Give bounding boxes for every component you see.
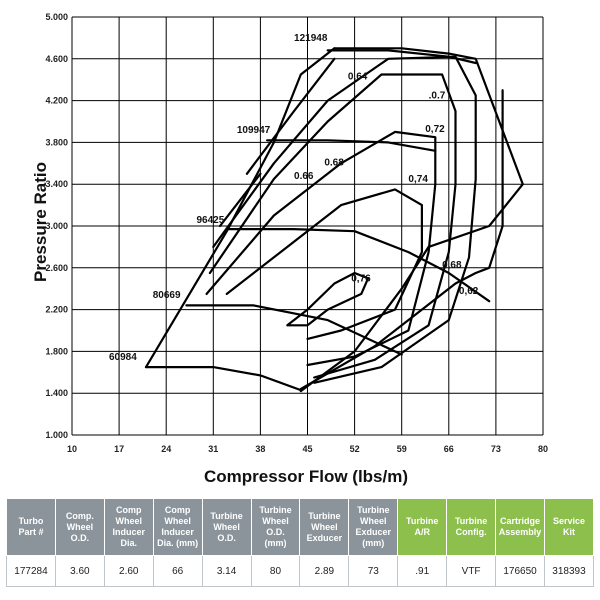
x-tick-label: 17 <box>114 444 124 454</box>
x-tick-label: 66 <box>444 444 454 454</box>
spec-table-header: Service Kit <box>543 498 595 556</box>
spec-table-cell: 66 <box>152 555 203 587</box>
efficiency-island-line <box>245 57 336 175</box>
efficiency-label: 0.66 <box>294 171 314 182</box>
spec-table-header: Turbine Wheel O.D. (mm) <box>250 498 301 556</box>
efficiency-label: 0,76 <box>351 273 371 284</box>
spec-table-header: Turbine Wheel Exducer <box>299 498 350 556</box>
y-tick-label: 1.800 <box>45 346 68 356</box>
spec-table-row: 177284 3.60 2.60 66 3.14 80 2.89 73.91 VTF 176650… <box>6 555 595 587</box>
spec-table-header: Comp. Wheel O.D. <box>54 498 105 556</box>
choke-line <box>299 47 524 393</box>
speed-line <box>185 304 403 356</box>
y-tick-label: 4.200 <box>45 96 68 106</box>
spec-table-cell: 176650 <box>495 555 545 587</box>
speed-line-label: 80669 <box>153 290 181 301</box>
spec-table-cell: 3.60 <box>54 555 105 587</box>
y-tick-label: 5.000 <box>45 12 68 22</box>
spec-table-header-row: Turbo Part # Comp. Wheel O.D. Comp Wheel Induce… <box>6 498 595 556</box>
spec-table-cell: VTF <box>446 555 497 587</box>
speed-line <box>144 366 302 392</box>
y-tick-label: 4.600 <box>45 54 68 64</box>
x-tick-label: 52 <box>350 444 360 454</box>
spec-table-header: Cartridge Assembly <box>495 498 545 556</box>
x-tick-label: 45 <box>302 444 312 454</box>
spec-table-header: Turbine Wheel O.D. <box>201 498 252 556</box>
y-tick-label: 1.400 <box>45 388 68 398</box>
efficiency-island-line <box>212 55 477 384</box>
spec-table-header: Turbine Wheel Exducer (mm) <box>348 498 399 556</box>
x-tick-label: 38 <box>255 444 265 454</box>
map-labels: 60984 80669 96425 109947 121948 0,64 .0.7 0,72 0… <box>109 33 479 363</box>
spec-table-cell: 177284 <box>6 555 56 587</box>
spec-table-header: Comp Wheel Inducer Dia. <box>103 498 154 556</box>
efficiency-island-line <box>299 89 504 391</box>
efficiency-label: 0,74 <box>408 174 428 185</box>
surge-line <box>144 47 336 369</box>
x-tick-label: 10 <box>67 444 77 454</box>
spec-table-header: Comp Wheel Inducer Dia. (mm) <box>152 498 203 556</box>
x-tick-label: 59 <box>397 444 407 454</box>
efficiency-label: 0,68 <box>442 260 462 271</box>
efficiency-label: 0,62 <box>459 286 479 297</box>
efficiency-label: 0,72 <box>425 124 445 135</box>
efficiency-island-line <box>218 172 262 228</box>
spec-table-header: Turbine A/R <box>397 498 448 556</box>
x-tick-label: 24 <box>161 444 171 454</box>
x-axis-label: Compressor Flow (lbs/m) <box>204 467 408 486</box>
spec-table-header: Turbine Config. <box>446 498 497 556</box>
chart-grid <box>71 16 544 436</box>
speed-line <box>266 139 437 152</box>
y-tick-label: 3.000 <box>45 221 68 231</box>
spec-table-cell: 80 <box>250 555 301 587</box>
efficiency-label: 0,64 <box>348 72 368 83</box>
x-tick-label: 73 <box>491 444 501 454</box>
speed-line-label: 96425 <box>196 215 224 226</box>
spec-table-cell: 3.14 <box>201 555 252 587</box>
x-tick-label: 80 <box>538 444 548 454</box>
spec-table-cell: 73 <box>348 555 399 587</box>
y-tick-label: 2.200 <box>45 305 68 315</box>
efficiency-label: 0.68 <box>324 157 344 168</box>
y-tick-label: 3.800 <box>45 137 68 147</box>
spec-table-cell: 318393 <box>543 555 595 587</box>
spec-table-header: Turbo Part # <box>6 498 56 556</box>
spec-table-cell: 2.60 <box>103 555 154 587</box>
efficiency-island-line <box>286 271 370 327</box>
speed-line-label: 121948 <box>294 33 328 44</box>
spec-table-cell: 2.89 <box>299 555 350 587</box>
spec-table-cell: .91 <box>397 555 448 587</box>
y-tick-label: 2.600 <box>45 263 68 273</box>
axis-ticks: 10 17 24 31 38 45 52 59 66 73 80 1.000 1.400 1.800 2.2… <box>45 12 548 454</box>
y-axis-label: Pressure Ratio <box>31 162 50 282</box>
turbo-spec-table: Turbo Part # Comp. Wheel O.D. Comp Wheel Induce… <box>6 498 595 587</box>
efficiency-island-line <box>225 188 423 340</box>
speed-line <box>225 228 491 303</box>
y-tick-label: 3.400 <box>45 179 68 189</box>
y-tick-label: 1.000 <box>45 430 68 440</box>
x-tick-label: 31 <box>208 444 218 454</box>
speed-line <box>326 49 477 65</box>
compressor-map-chart: 10 17 24 31 38 45 52 59 66 73 80 1.000 1.400 1.800 2.2… <box>31 12 548 486</box>
speed-line-label: 60984 <box>109 352 137 363</box>
map-curves <box>144 47 524 393</box>
efficiency-label: .0.7 <box>429 91 446 102</box>
efficiency-island-line <box>205 130 437 367</box>
speed-line-label: 109947 <box>237 125 271 136</box>
